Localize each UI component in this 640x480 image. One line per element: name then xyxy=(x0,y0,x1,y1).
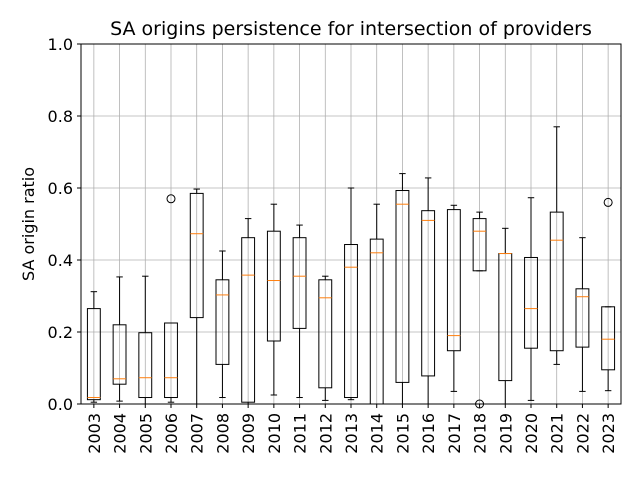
x-tick-label: 2010 xyxy=(265,413,284,454)
x-tick-label: 2020 xyxy=(522,413,541,454)
box xyxy=(86,308,101,401)
y-tick-label: 1.0 xyxy=(48,35,73,54)
y-tick-label: 0.2 xyxy=(48,323,73,342)
box xyxy=(318,279,333,389)
y-tick-label: 0.4 xyxy=(48,251,73,270)
x-tick-label: 2016 xyxy=(419,413,438,454)
x-tick-label: 2012 xyxy=(316,413,335,454)
box xyxy=(266,230,281,342)
x-tick-label: 2022 xyxy=(573,413,592,454)
x-tick-label: 2015 xyxy=(393,413,412,454)
box xyxy=(421,210,436,377)
x-tick-label: 2005 xyxy=(136,413,155,454)
box xyxy=(138,332,153,399)
box xyxy=(215,279,230,365)
outlier-point xyxy=(166,194,176,204)
box xyxy=(549,211,564,352)
x-tick-label: 2007 xyxy=(188,413,207,454)
box xyxy=(601,306,616,371)
x-tick-label: 2013 xyxy=(342,413,361,454)
box xyxy=(241,237,256,403)
y-axis-ticks: 0.0 0.2 0.4 0.6 0.8 1.0 xyxy=(48,35,81,414)
x-tick-label: 2009 xyxy=(239,413,258,454)
x-tick-label: 2008 xyxy=(213,413,232,454)
box xyxy=(344,244,358,399)
box-group xyxy=(86,126,616,409)
x-tick-label: 2017 xyxy=(445,413,464,454)
box xyxy=(164,322,178,399)
box xyxy=(395,190,410,383)
box xyxy=(524,256,538,349)
y-tick-label: 0.6 xyxy=(48,179,73,198)
x-tick-label: 2018 xyxy=(471,413,490,454)
x-tick-label: 2021 xyxy=(548,413,567,454)
x-tick-label: 2006 xyxy=(162,413,181,454)
box xyxy=(112,324,127,385)
y-axis-label: SA origin ratio xyxy=(19,167,38,281)
x-tick-label: 2011 xyxy=(291,413,310,454)
box xyxy=(575,288,590,348)
box xyxy=(472,218,487,272)
x-tick-label: 2004 xyxy=(111,413,130,454)
x-tick-label: 2019 xyxy=(496,413,515,454)
x-tick-label: 2003 xyxy=(85,413,104,454)
box xyxy=(189,192,204,319)
box xyxy=(446,209,461,352)
x-tick-label: 2023 xyxy=(599,413,618,454)
x-axis-ticks: 2003 2004 2005 2006 2007 2008 2009 2010 2011 2012… xyxy=(85,404,618,454)
outlier-point xyxy=(603,197,613,207)
chart-title: SA origins persistence for intersection … xyxy=(110,18,592,40)
x-tick-label: 2014 xyxy=(368,413,387,454)
y-tick-label: 0.8 xyxy=(48,107,73,126)
box xyxy=(292,237,307,329)
y-tick-label: 0.0 xyxy=(48,395,73,414)
